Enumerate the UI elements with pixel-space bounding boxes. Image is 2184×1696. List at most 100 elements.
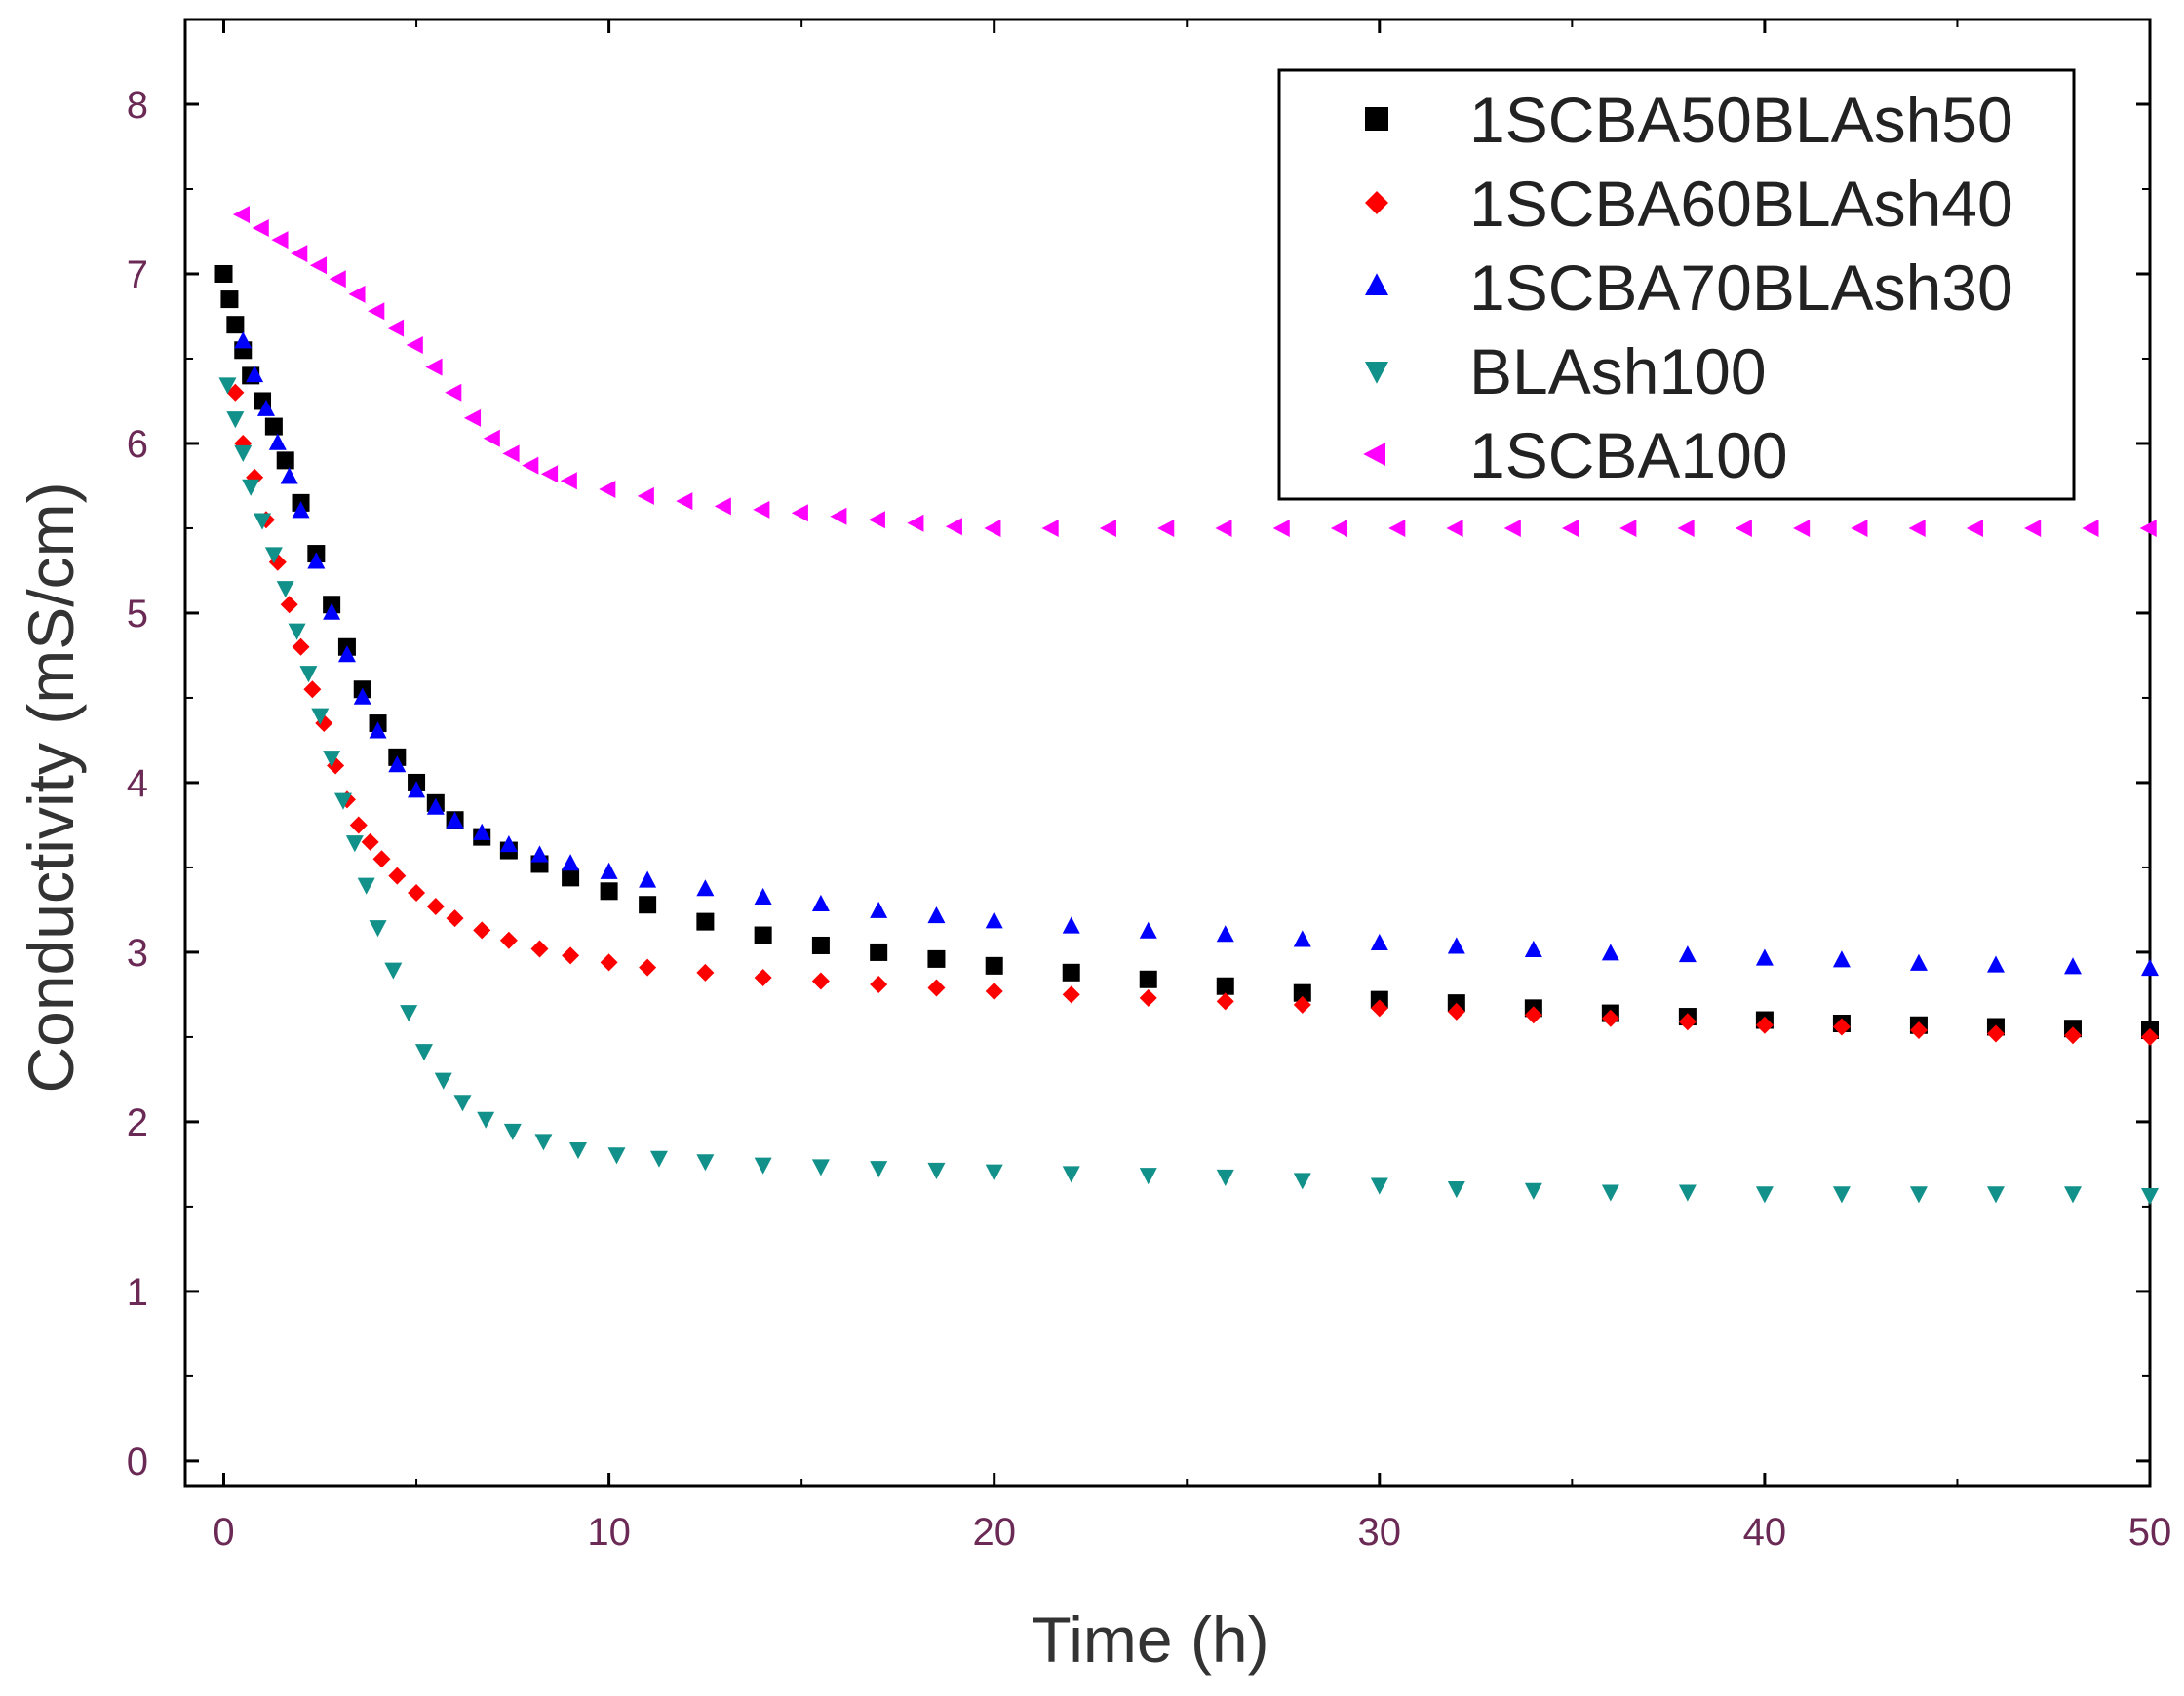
data-point <box>1293 995 1311 1014</box>
data-point <box>1909 1186 1928 1204</box>
x-tick-label: 10 <box>587 1511 631 1554</box>
data-point <box>1041 519 1059 537</box>
data-point <box>2139 519 2157 537</box>
data-point <box>357 877 375 895</box>
data-point <box>1370 1177 1388 1195</box>
data-point <box>242 479 260 496</box>
data-point <box>369 920 387 938</box>
data-point <box>753 500 770 519</box>
series-layer <box>214 206 2159 1206</box>
data-point <box>811 972 830 990</box>
y-tick-label: 6 <box>127 423 148 466</box>
data-point <box>2141 958 2159 977</box>
data-point <box>1216 977 1234 995</box>
data-point <box>1216 992 1234 1011</box>
data-point <box>1832 1018 1851 1036</box>
data-point <box>2082 519 2099 537</box>
data-point <box>522 456 539 475</box>
data-point <box>1330 519 1348 537</box>
data-point <box>368 302 385 321</box>
data-point <box>639 958 657 977</box>
data-point <box>600 862 618 879</box>
data-point <box>502 444 520 463</box>
data-point <box>1447 1181 1465 1199</box>
data-point <box>349 816 368 834</box>
data-point <box>1986 1024 2005 1043</box>
y-axis-title: Conductivity (mS/cm) <box>15 482 87 1093</box>
data-point <box>985 911 1003 929</box>
legend: 1SCBA50BLAsh50 1SCBA60BLAsh40 1SCBA70BLAsh… <box>1277 68 2076 501</box>
data-point <box>1293 930 1311 947</box>
y-tick-label: 4 <box>127 762 148 805</box>
data-point <box>1755 1016 1774 1034</box>
data-point <box>1601 1184 1619 1202</box>
data-point <box>1062 1166 1080 1183</box>
data-point <box>426 797 445 815</box>
x-tick-label: 30 <box>1358 1511 1402 1554</box>
data-point <box>927 949 946 968</box>
data-point <box>252 219 269 238</box>
legend-marker <box>1365 273 1388 295</box>
data-point <box>754 887 772 906</box>
data-point <box>372 850 391 868</box>
data-point <box>408 781 426 798</box>
data-point <box>1986 955 2005 973</box>
data-point <box>1293 983 1311 1002</box>
data-point <box>1099 519 1116 537</box>
data-point <box>2063 1026 2082 1045</box>
data-point <box>649 1150 668 1168</box>
data-point <box>2063 1186 2082 1204</box>
data-point <box>2063 957 2082 975</box>
data-point <box>1966 519 1983 537</box>
data-point <box>1139 970 1157 988</box>
data-point <box>1678 1013 1696 1031</box>
data-point <box>353 687 371 705</box>
labels-layer: Time (h) Conductivity (mS/cm) <box>15 482 1269 1676</box>
data-point <box>868 511 885 529</box>
data-point <box>446 909 464 928</box>
data-point <box>1157 519 1175 537</box>
data-point <box>1216 925 1234 943</box>
data-point <box>1755 1186 1774 1204</box>
data-point <box>696 1154 715 1172</box>
data-point <box>218 377 237 395</box>
data-point <box>434 1072 452 1090</box>
data-point <box>534 1134 553 1151</box>
data-point <box>1272 519 1290 537</box>
data-point <box>754 1157 772 1175</box>
data-point <box>639 870 657 888</box>
data-point <box>1215 519 1232 537</box>
data-point <box>714 497 731 516</box>
legend-label: 1SCBA70BLAsh30 <box>1469 251 2013 324</box>
data-point <box>384 962 403 980</box>
data-point <box>1503 519 1521 537</box>
data-point <box>600 953 618 972</box>
data-point <box>406 336 423 355</box>
data-point <box>1909 1021 1928 1039</box>
data-point <box>214 264 233 283</box>
data-point <box>1524 1006 1542 1024</box>
data-point <box>1139 921 1157 939</box>
legend-box <box>1277 68 2076 501</box>
data-point <box>1755 948 1774 966</box>
data-point <box>1619 519 1637 537</box>
data-point <box>463 408 482 427</box>
data-point <box>414 1044 433 1061</box>
data-point <box>1524 1182 1542 1200</box>
data-point <box>426 897 445 915</box>
data-point <box>1735 519 1752 537</box>
data-point <box>985 982 1003 1000</box>
data-point <box>1447 1002 1465 1021</box>
x-axis-title: Time (h) <box>1032 1603 1268 1676</box>
data-point <box>1446 519 1463 537</box>
x-tick-label: 0 <box>213 1511 234 1554</box>
data-point <box>1524 940 1542 957</box>
data-point <box>562 868 580 887</box>
data-point <box>311 708 330 725</box>
data-point <box>388 755 407 773</box>
data-point <box>483 429 500 447</box>
data-point <box>599 480 616 498</box>
data-point <box>280 467 298 484</box>
